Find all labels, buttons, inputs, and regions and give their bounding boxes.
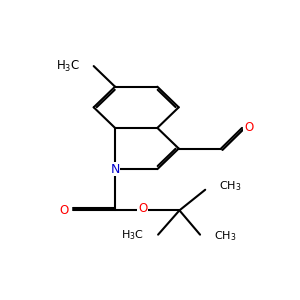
Text: O: O bbox=[59, 204, 68, 217]
Text: N: N bbox=[110, 163, 120, 176]
Text: O: O bbox=[138, 202, 147, 215]
Text: H$_3$C: H$_3$C bbox=[121, 228, 144, 242]
Text: CH$_3$: CH$_3$ bbox=[219, 179, 242, 193]
Text: H$_3$C: H$_3$C bbox=[56, 58, 80, 74]
Text: CH$_3$: CH$_3$ bbox=[214, 230, 236, 243]
Text: O: O bbox=[244, 122, 253, 134]
